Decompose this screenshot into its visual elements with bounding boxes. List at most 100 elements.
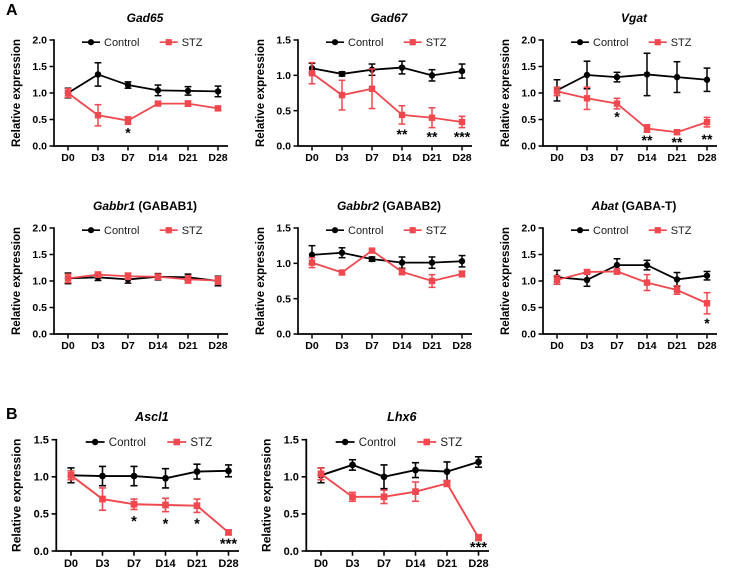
svg-text:0.5: 0.5: [276, 105, 291, 117]
svg-text:D14: D14: [392, 152, 411, 164]
svg-text:D7: D7: [121, 340, 135, 352]
svg-text:0.0: 0.0: [521, 329, 536, 341]
svg-text:D28: D28: [208, 152, 227, 164]
svg-text:***: ***: [470, 540, 487, 556]
svg-text:Lhx6: Lhx6: [387, 410, 417, 424]
svg-text:Gad65: Gad65: [127, 11, 164, 25]
svg-text:1.0: 1.0: [32, 276, 47, 288]
svg-text:D21: D21: [422, 340, 441, 352]
svg-text:0.0: 0.0: [276, 329, 291, 341]
svg-text:D14: D14: [637, 152, 656, 164]
svg-text:D21: D21: [187, 558, 207, 570]
svg-text:0.5: 0.5: [521, 302, 536, 314]
svg-text:*: *: [163, 516, 169, 532]
chart-ascl1: 0.0 0.5 1.0 1.5 D0 D3 D7 D14 D21 D28 Relative expr…: [8, 404, 258, 580]
chart-gabbr1-plot: 0.0 0.5 1.0 1.5 2.0 D0 D3 D7 D14 D21 D28 Relative e…: [11, 199, 228, 352]
svg-text:D21: D21: [422, 152, 441, 164]
svg-text:D3: D3: [580, 340, 594, 352]
svg-text:0.5: 0.5: [32, 302, 47, 314]
svg-text:D14: D14: [637, 340, 656, 352]
svg-text:STZ: STZ: [182, 225, 203, 237]
svg-text:D3: D3: [335, 152, 349, 164]
svg-text:Control: Control: [348, 37, 383, 49]
svg-text:D7: D7: [610, 340, 624, 352]
svg-text:1.5: 1.5: [276, 223, 291, 235]
svg-text:Control: Control: [593, 225, 628, 237]
svg-text:Relative expression: Relative expression: [11, 39, 23, 147]
svg-text:D28: D28: [697, 152, 716, 164]
svg-text:D14: D14: [148, 152, 167, 164]
svg-text:D28: D28: [468, 558, 488, 570]
svg-text:1.5: 1.5: [284, 434, 299, 446]
svg-text:0.5: 0.5: [521, 114, 536, 126]
svg-text:***: ***: [220, 536, 237, 552]
svg-text:D14: D14: [405, 558, 426, 570]
svg-text:Gabbr1 (GABAB1): Gabbr1 (GABAB1): [93, 199, 197, 213]
chart-ascl1-plot: 0.0 0.5 1.0 1.5 D0 D3 D7 D14 D21 D28 Relative expr…: [10, 410, 239, 570]
chart-gabbr1: 0.0 0.5 1.0 1.5 2.0 D0 D3 D7 D14 D21 D28 Relative e…: [8, 194, 246, 362]
svg-text:D28: D28: [697, 340, 716, 352]
svg-text:Relative expression: Relative expression: [11, 227, 23, 335]
chart-lhx6-plot: 0.0 0.5 1.0 1.5 D0 D3 D7 D14 D21 D28 Relative expr…: [260, 410, 489, 570]
svg-text:D14: D14: [392, 340, 411, 352]
svg-text:D0: D0: [305, 152, 319, 164]
svg-text:1.5: 1.5: [276, 35, 291, 47]
svg-text:STZ: STZ: [182, 37, 203, 49]
svg-text:***: ***: [454, 128, 471, 144]
svg-text:2.0: 2.0: [32, 35, 47, 47]
svg-text:D3: D3: [345, 558, 359, 570]
svg-text:0.5: 0.5: [284, 509, 299, 521]
svg-text:0.5: 0.5: [34, 509, 49, 521]
svg-text:Control: Control: [593, 37, 628, 49]
svg-text:D7: D7: [121, 152, 135, 164]
svg-text:1.0: 1.0: [284, 472, 299, 484]
svg-text:Relative expression: Relative expression: [260, 439, 274, 552]
chart-gad65: 0.0 0.5 1.0 1.5 2.0 D0 D3 D7 D14 D21 D28 Relative e…: [8, 6, 246, 174]
chart-gabbr2-plot: 0.0 0.5 1.0 1.5 D0 D3 D7 D14 D21 D28 Relative expr…: [255, 199, 472, 352]
svg-text:STZ: STZ: [190, 437, 212, 449]
svg-text:Gabbr2 (GABAB2): Gabbr2 (GABAB2): [337, 199, 441, 213]
svg-text:Control: Control: [104, 37, 139, 49]
svg-text:D7: D7: [365, 152, 379, 164]
svg-text:1.0: 1.0: [276, 258, 291, 270]
svg-text:0.0: 0.0: [521, 141, 536, 153]
chart-gad67: 0.0 0.5 1.0 1.5 D0 D3 D7 D14 D21 D28 Relative expr…: [252, 6, 490, 174]
svg-text:D3: D3: [95, 558, 109, 570]
chart-gad67-plot: 0.0 0.5 1.0 1.5 D0 D3 D7 D14 D21 D28 Relative expr…: [255, 11, 472, 164]
svg-text:**: **: [427, 128, 438, 144]
chart-vgat: 0.0 0.5 1.0 1.5 2.0 D0 D3 D7 D14 D21 D28 Relative e…: [497, 6, 735, 174]
svg-text:Relative expression: Relative expression: [500, 39, 512, 147]
svg-text:1.5: 1.5: [32, 249, 47, 261]
svg-text:D14: D14: [155, 558, 176, 570]
svg-text:D7: D7: [365, 340, 379, 352]
chart-gabbr2: 0.0 0.5 1.0 1.5 D0 D3 D7 D14 D21 D28 Relative expr…: [252, 194, 490, 362]
svg-text:D0: D0: [61, 340, 75, 352]
svg-text:0.5: 0.5: [276, 293, 291, 305]
svg-text:**: **: [672, 134, 683, 150]
svg-text:Relative expression: Relative expression: [255, 39, 267, 147]
svg-text:*: *: [125, 124, 131, 140]
svg-text:D3: D3: [91, 152, 105, 164]
svg-text:0.0: 0.0: [32, 329, 47, 341]
svg-text:Control: Control: [104, 225, 139, 237]
svg-text:1.5: 1.5: [521, 61, 536, 73]
svg-text:Relative expression: Relative expression: [500, 227, 512, 335]
svg-text:1.5: 1.5: [32, 61, 47, 73]
svg-text:D28: D28: [218, 558, 238, 570]
svg-text:0.0: 0.0: [284, 546, 299, 558]
svg-text:*: *: [704, 315, 710, 331]
svg-text:STZ: STZ: [671, 37, 692, 49]
svg-text:STZ: STZ: [426, 37, 447, 49]
panel-b-label: B: [6, 406, 18, 423]
svg-text:1.0: 1.0: [521, 276, 536, 288]
svg-text:Relative expression: Relative expression: [255, 227, 267, 335]
svg-text:D21: D21: [667, 152, 686, 164]
svg-text:D28: D28: [452, 340, 471, 352]
svg-text:D21: D21: [178, 340, 197, 352]
svg-text:**: **: [397, 126, 408, 142]
svg-text:D0: D0: [61, 152, 75, 164]
svg-text:D3: D3: [335, 340, 349, 352]
svg-text:Control: Control: [109, 437, 146, 449]
svg-text:D0: D0: [305, 340, 319, 352]
svg-text:*: *: [131, 514, 137, 530]
